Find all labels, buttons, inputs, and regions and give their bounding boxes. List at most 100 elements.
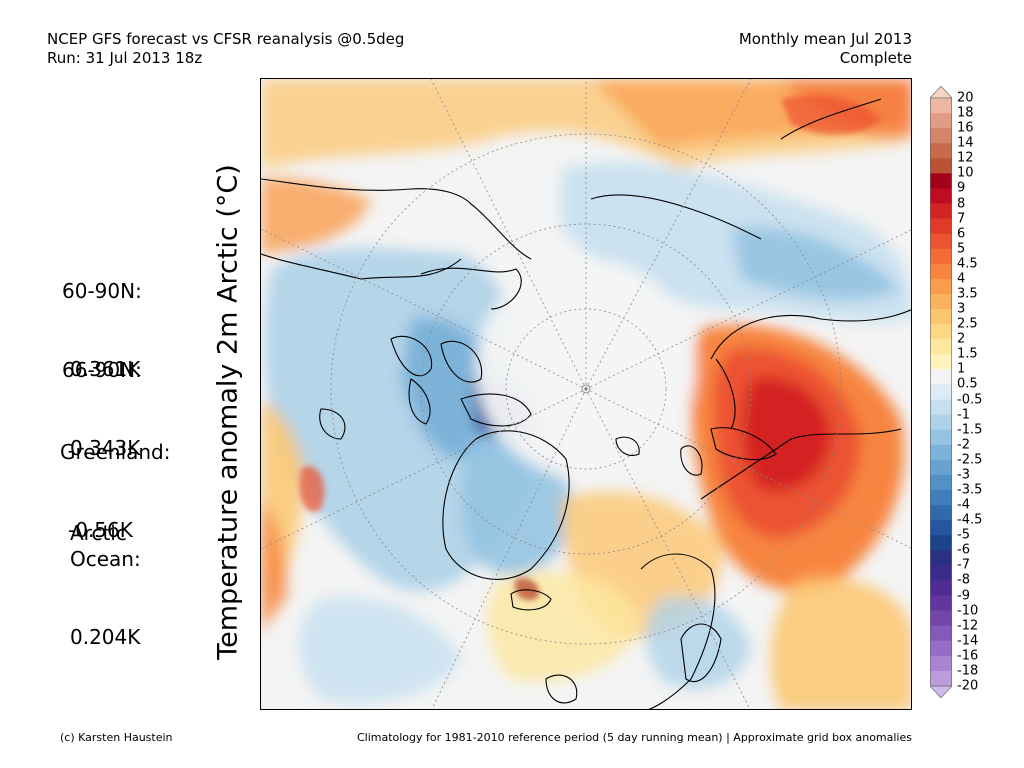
copyright: (c) Karsten Haustein: [60, 731, 173, 744]
colorbar-tick-label: 16: [957, 120, 974, 136]
colorbar-tick-label: 1: [957, 361, 966, 377]
colorbar-frame: [930, 97, 952, 687]
colorbar-tick-label: -16: [957, 648, 979, 664]
colorbar-cell: [930, 550, 952, 566]
colorbar-cell: [930, 128, 952, 144]
colorbar-tick-label: -6: [957, 542, 970, 558]
colorbar-cell: [930, 670, 952, 687]
colorbar-tick-label: 0.5: [957, 376, 978, 392]
colorbar-cell: [930, 580, 952, 596]
colorbar-tick-label: 7: [957, 211, 966, 227]
stat-label: 66-90N:: [62, 358, 142, 382]
colorbar-arrow-top: [930, 86, 952, 99]
colorbar-cell: [930, 535, 952, 551]
colorbar-cell: [930, 595, 952, 611]
stat-60-90n: 60-90N: 0.361K: [62, 226, 142, 408]
colorbar-cell: [930, 309, 952, 325]
colorbar-cell: [930, 158, 952, 174]
colorbar-tick-label: -2: [957, 437, 970, 453]
stat-label: Greenland:: [60, 440, 171, 464]
colorbar-tick-label: 5: [957, 241, 966, 257]
colorbar-tick-label: 2.5: [957, 316, 978, 332]
colorbar-tick-label: -3.5: [957, 482, 983, 498]
colorbar-cell: [930, 294, 952, 310]
colorbar-cell: [930, 490, 952, 506]
colorbar-tick-label: -0.5: [957, 392, 983, 408]
colorbar-cells: [930, 86, 952, 698]
stat-value: 0.361K: [70, 357, 141, 381]
colorbar-arrow-bottom: [930, 685, 952, 698]
colorbar-cell: [930, 565, 952, 581]
anomaly-map: [260, 78, 912, 710]
colorbar-tick-label: 18: [957, 105, 974, 121]
colorbar-tick-label: -8: [957, 572, 970, 588]
colorbar-tick-label: -2.5: [957, 452, 983, 468]
colorbar-tick-label: 2: [957, 331, 966, 347]
colorbar-tick-label: -1.5: [957, 422, 983, 438]
colorbar-tick-label: 4.5: [957, 256, 978, 272]
colorbar-cell: [930, 399, 952, 415]
colorbar-cell: [930, 640, 952, 657]
colorbar-tick-label: -14: [957, 633, 979, 649]
colorbar-tick-label: -7: [957, 557, 970, 573]
colorbar-tick-label: -10: [957, 603, 979, 619]
footnote: Climatology for 1981-2010 reference peri…: [356, 731, 912, 744]
colorbar-tick-label: -1: [957, 407, 970, 423]
graticule: [261, 79, 911, 709]
colorbar-cell: [930, 248, 952, 265]
colorbar-tick-label: 1.5: [957, 346, 978, 362]
stat-label: 60-90N:: [62, 279, 142, 303]
map-canvas: [261, 79, 911, 709]
colorbar-cell: [930, 113, 952, 129]
colorbar-cell: [930, 98, 952, 114]
colorbar-tick-label: 4: [957, 271, 966, 287]
colorbar-cell: [930, 610, 952, 626]
colorbar-tick-label: 8: [957, 196, 966, 212]
colorbar-tick-label: 9: [957, 180, 966, 196]
colorbar-tick-label: 10: [957, 165, 974, 181]
anomaly-fields: [261, 79, 911, 709]
colorbar-cell: [930, 173, 952, 189]
colorbar-cell: [930, 625, 952, 642]
model-title: NCEP GFS forecast vs CFSR reanalysis @0.…: [47, 30, 405, 48]
colorbar-cell: [930, 143, 952, 159]
colorbar-cell: [930, 505, 952, 521]
colorbar-cell: [930, 384, 952, 400]
colorbar-tick-label: -12: [957, 618, 979, 634]
stat-greenland: Greenland: -0.56K: [60, 387, 171, 569]
colorbar-cell: [930, 369, 952, 385]
colorbar-tick-label: 12: [957, 150, 974, 166]
colorbar-tick-label: -4: [957, 497, 970, 513]
colorbar-tick-label: -5: [957, 527, 970, 543]
colorbar-cell: [930, 324, 952, 340]
coastlines: [261, 98, 911, 709]
north-pole-marker: [581, 384, 591, 394]
colorbar-tick-label: -20: [957, 678, 979, 694]
status-label: Complete: [839, 49, 912, 67]
colorbar-tick-label: -3: [957, 467, 970, 483]
colorbar-cell: [930, 263, 952, 280]
colorbar-cell: [930, 459, 952, 476]
stat-66-90n: 66-90N: 0.343K: [62, 305, 142, 487]
colorbar-cell: [930, 278, 952, 295]
stat-arctic-ocean: Arctic Ocean: 0.204K: [70, 468, 141, 676]
colorbar-cell: [930, 444, 952, 461]
period-title: Monthly mean Jul 2013: [738, 30, 912, 48]
stat-label: Arctic Ocean:: [70, 521, 141, 571]
stat-value: 0.204K: [70, 625, 141, 649]
colorbar: [930, 86, 952, 698]
header-right: Monthly mean Jul 2013 Complete: [739, 30, 912, 68]
colorbar-cell: [930, 414, 952, 430]
colorbar-cell: [930, 354, 952, 370]
stat-value: -0.56K: [68, 518, 133, 542]
colorbar-tick-label: 3: [957, 301, 966, 317]
colorbar-cell: [930, 520, 952, 536]
colorbar-cell: [930, 339, 952, 355]
colorbar-tick-label: 14: [957, 135, 974, 151]
colorbar-tick-label: 3.5: [957, 286, 978, 302]
colorbar-cell: [930, 233, 952, 250]
axis-title: Temperature anomaly 2m Arctic (°C): [212, 164, 244, 660]
colorbar-cell: [930, 188, 952, 204]
colorbar-cell: [930, 203, 952, 219]
run-time: Run: 31 Jul 2013 18z: [47, 49, 203, 67]
